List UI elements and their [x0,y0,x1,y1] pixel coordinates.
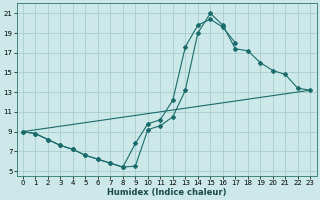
X-axis label: Humidex (Indice chaleur): Humidex (Indice chaleur) [107,188,226,197]
